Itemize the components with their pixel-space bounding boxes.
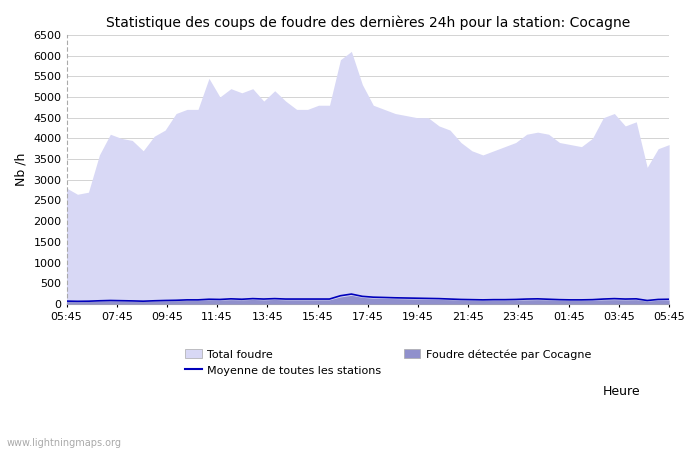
Text: www.lightningmaps.org: www.lightningmaps.org (7, 438, 122, 448)
Text: Heure: Heure (603, 385, 641, 398)
Y-axis label: Nb /h: Nb /h (15, 153, 28, 186)
Legend: Total foudre, Moyenne de toutes les stations, Foudre détectée par Cocagne: Total foudre, Moyenne de toutes les stat… (181, 345, 596, 380)
Title: Statistique des coups de foudre des dernières 24h pour la station: Cocagne: Statistique des coups de foudre des dern… (106, 15, 630, 30)
